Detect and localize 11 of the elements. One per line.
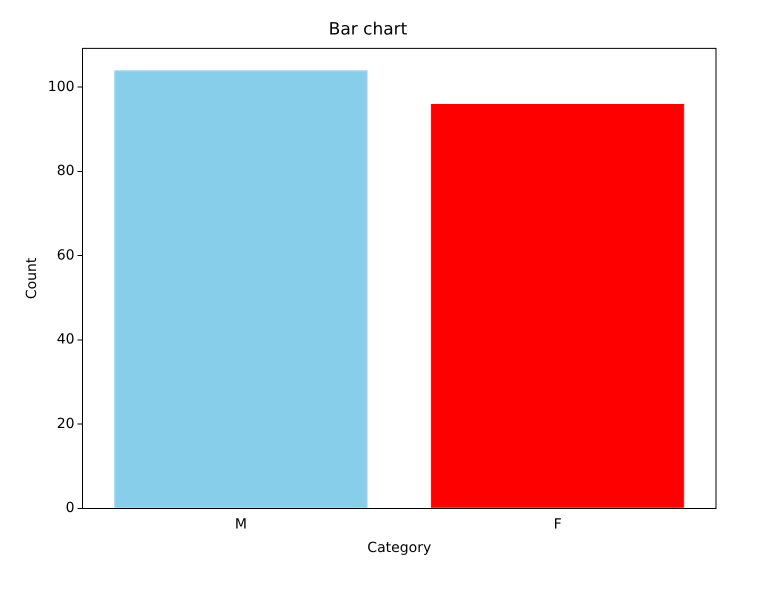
y-tick-label: 40 (56, 332, 75, 348)
y-tick-label: 60 (56, 247, 75, 264)
x-tick-label: M (234, 516, 247, 532)
y-tick-label: 0 (66, 500, 75, 516)
y-tick-label: 100 (48, 78, 75, 95)
y-tick-label: 80 (56, 163, 75, 180)
x-axis-title: Category (367, 540, 432, 556)
x-tick-label: F (554, 516, 562, 532)
chart-title: Bar chart (328, 20, 408, 40)
y-axis-title: Count (24, 257, 40, 300)
y-tick-label: 20 (56, 416, 75, 432)
